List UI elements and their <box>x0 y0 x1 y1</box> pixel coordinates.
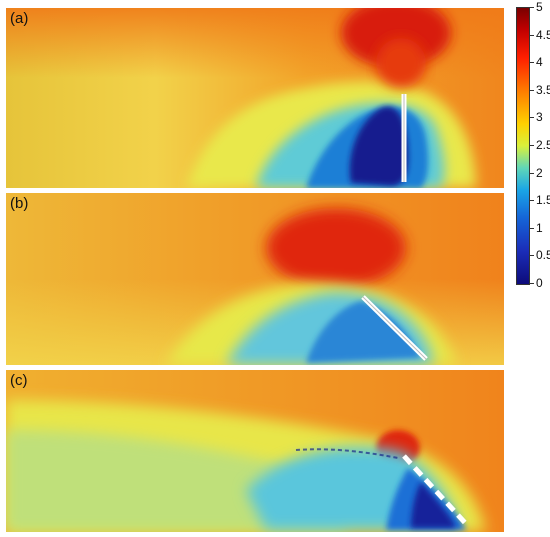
colorbar-tick-label: 2 <box>536 165 543 180</box>
colorbar-tick <box>530 89 534 91</box>
colorbar-tick <box>530 117 534 119</box>
panel-a-label: (a) <box>10 10 29 27</box>
colorbar-tick <box>530 283 534 284</box>
colorbar-tick <box>530 227 534 229</box>
colorbar-tick-label: 4 <box>536 55 543 70</box>
panel-c-field <box>6 370 504 532</box>
panel-c: (c) <box>6 370 504 532</box>
panel-a-field <box>6 8 504 188</box>
colorbar-tick <box>530 7 534 8</box>
colorbar-tick-label: 3 <box>536 110 543 125</box>
colorbar-tick <box>530 200 534 202</box>
colorbar-tick-label: 0 <box>536 276 543 290</box>
colorbar-tick-label: 0.5 <box>536 248 550 263</box>
colorbar <box>516 7 530 285</box>
colorbar-tick <box>530 255 534 257</box>
panel-a: (a) <box>6 8 504 188</box>
colorbar-tick-label: 3.5 <box>536 82 550 97</box>
colorbar-tick <box>530 62 534 64</box>
colorbar-tick-label: 5 <box>536 0 543 14</box>
panel-b: (b) <box>6 193 504 365</box>
colorbar-tick-label: 1.5 <box>536 193 550 208</box>
panel-b-label: (b) <box>10 195 29 212</box>
colorbar-tick <box>530 172 534 174</box>
colorbar-tick <box>530 34 534 36</box>
panel-b-field <box>6 193 504 365</box>
colorbar-tick-label: 1 <box>536 220 543 235</box>
colorbar-tick-label: 4.5 <box>536 27 550 42</box>
panel-c-label: (c) <box>10 372 28 389</box>
colorbar-tick-label: 2.5 <box>536 138 550 152</box>
colorbar-tick <box>530 145 534 146</box>
